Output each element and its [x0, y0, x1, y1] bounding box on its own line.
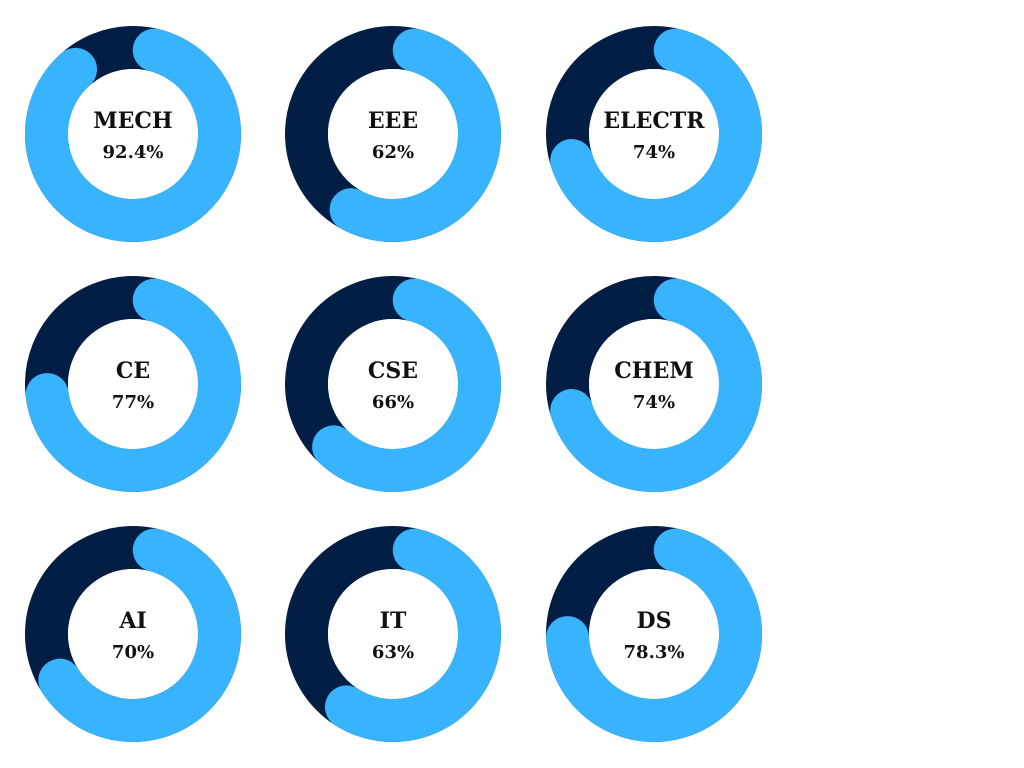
donut-name-label: CE — [116, 358, 150, 384]
donut-name-label: DS — [637, 608, 672, 634]
donut-name-label: MECH — [93, 108, 172, 134]
donut-name-label: CSE — [368, 358, 418, 384]
donut-hole — [68, 569, 198, 699]
donut-value-label: 74% — [633, 142, 675, 163]
donut-name-label: AI — [118, 608, 146, 634]
donut-value-label: 63% — [372, 642, 414, 663]
donut-progress-arc — [25, 28, 241, 242]
donut-hole — [589, 319, 719, 449]
donut-progress-arc — [546, 528, 762, 742]
donut-name-label: ELECTR — [603, 108, 705, 134]
donut-hole — [328, 319, 458, 449]
donut-progress-arc — [324, 528, 501, 742]
donut-value-label: 74% — [633, 392, 675, 413]
donut-progress-arc — [550, 28, 762, 242]
donut-chem: CHEM 74% — [546, 276, 762, 492]
donut-progress-arc — [329, 28, 501, 242]
donut-hole — [589, 69, 719, 199]
donut-value-label: 66% — [372, 392, 414, 413]
donut-hole — [328, 69, 458, 199]
donut-electr: ELECTR 74% — [546, 26, 762, 242]
donut-hole — [68, 69, 198, 199]
donut-hole — [68, 319, 198, 449]
donut-value-label: 77% — [112, 392, 154, 413]
donut-progress-arc — [38, 528, 241, 742]
donut-hole — [589, 569, 719, 699]
donut-ai: AI 70% — [25, 526, 241, 742]
donut-it: IT 63% — [285, 526, 501, 742]
donut-value-label: 62% — [372, 142, 414, 163]
donut-name-label: CHEM — [614, 358, 693, 384]
donut-cse: CSE 66% — [285, 276, 501, 492]
donut-progress-arc — [312, 278, 501, 492]
donut-name-label: EEE — [368, 108, 418, 134]
donut-value-label: 78.3% — [624, 642, 685, 663]
donut-ce: CE 77% — [25, 276, 241, 492]
donut-value-label: 92.4% — [103, 142, 164, 163]
donut-progress-arc — [550, 278, 762, 492]
donut-eee: EEE 62% — [285, 26, 501, 242]
donut-name-label: IT — [380, 608, 407, 634]
donut-value-label: 70% — [112, 642, 154, 663]
donut-hole — [328, 569, 458, 699]
donut-progress-arc — [25, 278, 241, 492]
donut-mech: MECH 92.4% — [25, 26, 241, 242]
donut-ds: DS 78.3% — [546, 526, 762, 742]
